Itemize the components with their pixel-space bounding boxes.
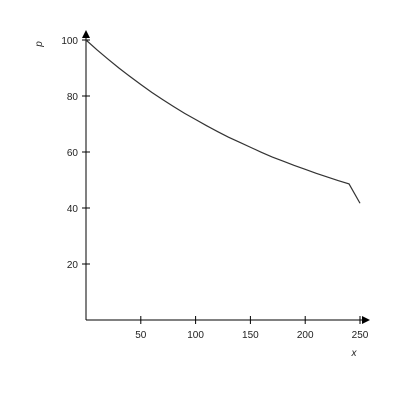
x-tick-label: 200 <box>297 330 314 341</box>
x-axis-label: x <box>351 348 358 359</box>
x-tick-label: 250 <box>352 330 369 341</box>
y-tick-label: 100 <box>61 36 78 47</box>
chart-ticks: 50 100 150 200 250 20 40 60 80 100 <box>61 36 368 341</box>
y-axis-label: p <box>34 41 45 48</box>
chart-series <box>85 39 361 204</box>
data-line <box>85 39 361 204</box>
x-tick-label: 100 <box>187 330 204 341</box>
y-tick-label: 60 <box>67 148 79 159</box>
y-tick-label: 40 <box>67 204 79 215</box>
x-axis-arrow <box>362 316 370 324</box>
y-tick-label: 80 <box>67 92 79 103</box>
x-tick-label: 150 <box>242 330 259 341</box>
y-tick-label: 20 <box>67 260 79 271</box>
y-axis-arrow <box>82 30 90 38</box>
x-tick-label: 50 <box>135 330 147 341</box>
chart-axes <box>82 30 370 324</box>
